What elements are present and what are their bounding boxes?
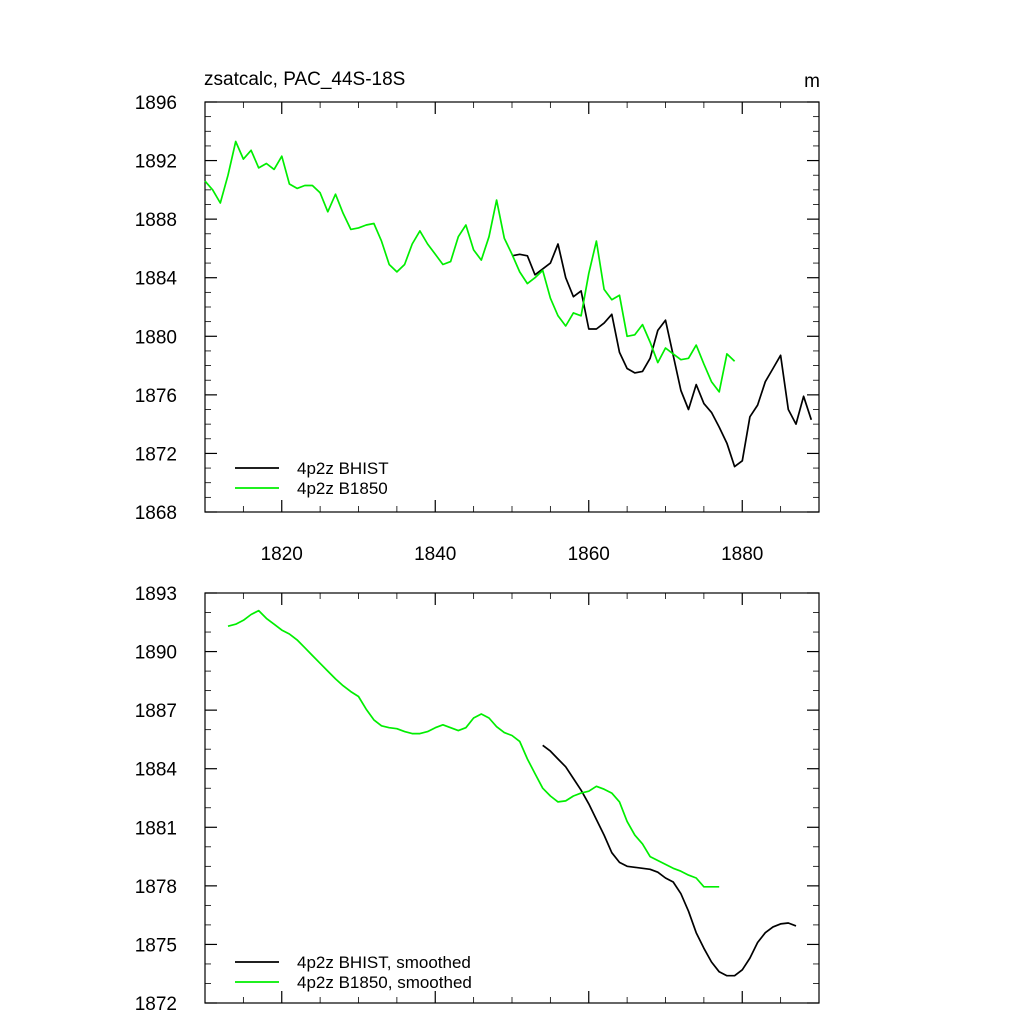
series-line-bhist: [511, 243, 813, 468]
x-tick-label: 1880: [721, 544, 763, 565]
y-tick-label: 1881: [135, 818, 177, 839]
y-tick-label: 1884: [135, 760, 178, 781]
series-line-bhist: [542, 744, 797, 977]
plot-frame: [204, 592, 820, 1004]
y-tick-label: 1896: [135, 93, 177, 114]
legend-label: 4p2z BHIST: [297, 459, 389, 478]
y-tick-label: 1888: [135, 210, 177, 231]
y-tick-label: 1884: [135, 269, 178, 290]
plot-frame: [204, 101, 820, 513]
y-tick-label: 1878: [135, 877, 177, 898]
y-tick-label: 1892: [135, 152, 177, 173]
series-line-b1850: [204, 140, 736, 393]
y-tick-label: 1893: [135, 584, 177, 605]
y-tick-label: 1890: [135, 643, 177, 664]
x-tick-label: 1840: [414, 544, 456, 565]
chart-title: zsatcalc, PAC_44S-18S: [204, 69, 405, 90]
y-tick-label: 1872: [135, 444, 177, 465]
legend-label: 4p2z B1850, smoothed: [297, 973, 472, 992]
y-tick-label: 1875: [135, 935, 177, 956]
y-tick-label: 1876: [135, 386, 177, 407]
y-tick-label: 1887: [135, 701, 177, 722]
bottom-panel-smoothed: 1872 1875 1878 1881 1884 1887 1890 1893 4p2z BHI…: [135, 584, 820, 1015]
x-tick-label: 1820: [261, 544, 303, 565]
legend-label: 4p2z B1850: [297, 479, 388, 498]
y-tick-label: 1872: [135, 994, 177, 1015]
units-label: m: [804, 71, 820, 92]
top-panel-raw: 1820 1840 1860 1880 1868 1872 1876 1880 1884 1888…: [135, 93, 820, 565]
y-tick-label: 1880: [135, 327, 177, 348]
series-line-b1850: [227, 609, 720, 888]
y-tick-label: 1868: [135, 503, 177, 524]
legend-label: 4p2z BHIST, smoothed: [297, 953, 471, 972]
x-tick-label: 1860: [568, 544, 610, 565]
